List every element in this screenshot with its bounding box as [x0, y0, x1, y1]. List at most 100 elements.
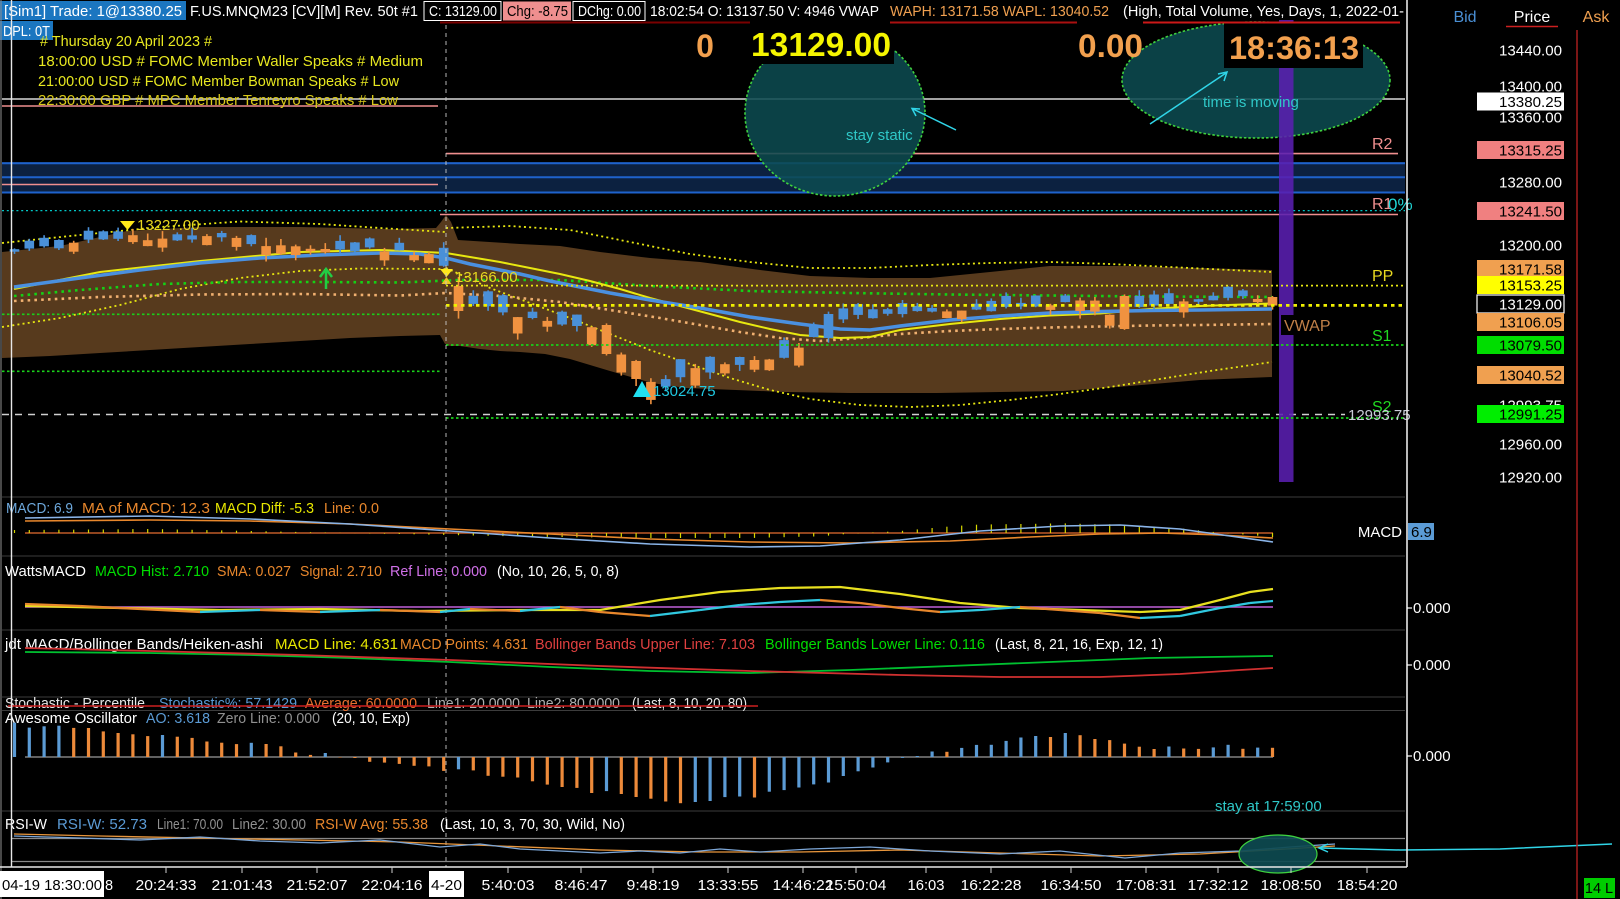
svg-text:(20, 10, Exp): (20, 10, Exp)	[332, 710, 410, 727]
svg-text:Awesome Oscillator: Awesome Oscillator	[5, 710, 137, 727]
svg-text:RSI-W Avg: 55.38: RSI-W Avg: 55.38	[315, 816, 428, 833]
svg-text:DChg: 0.00: DChg: 0.00	[578, 3, 641, 20]
svg-text:12960.00: 12960.00	[1499, 437, 1562, 454]
svg-text:Stochastic - Percentile: Stochastic - Percentile	[5, 695, 145, 712]
svg-text:14 L: 14 L	[1585, 881, 1613, 897]
svg-text:Bid: Bid	[1453, 9, 1476, 26]
svg-text:13024.75: 13024.75	[653, 383, 716, 400]
svg-text:13315.25: 13315.25	[1499, 143, 1562, 160]
svg-text:13129.00: 13129.00	[1499, 297, 1562, 314]
svg-text:18:36:13: 18:36:13	[1229, 30, 1359, 66]
svg-text:16:03: 16:03	[908, 878, 945, 894]
svg-text:13:33:55: 13:33:55	[698, 878, 759, 894]
svg-text:0.00: 0.00	[1078, 28, 1143, 64]
svg-text:13079.50: 13079.50	[1499, 338, 1562, 355]
svg-text:R2: R2	[1372, 136, 1393, 153]
svg-text:12993.75: 12993.75	[1348, 407, 1411, 424]
svg-text:8: 8	[105, 878, 113, 894]
svg-text:5:40:03: 5:40:03	[482, 878, 535, 894]
svg-text:13171.58: 13171.58	[1499, 262, 1562, 279]
svg-text:SMA: 0.027: SMA: 0.027	[217, 563, 291, 580]
svg-text:17:32:12: 17:32:12	[1188, 878, 1249, 894]
svg-text:22:04:16: 22:04:16	[362, 878, 423, 894]
svg-text:AO: 3.618: AO: 3.618	[146, 710, 210, 727]
svg-text:13400.00: 13400.00	[1499, 79, 1562, 96]
svg-text:MACD: MACD	[1358, 524, 1402, 541]
svg-text:13227.00: 13227.00	[137, 217, 200, 234]
svg-text:0.000: 0.000	[1413, 657, 1451, 674]
svg-text:MACD Hist: 2.710: MACD Hist: 2.710	[95, 563, 209, 580]
svg-text:# Thursday 20 April 2023 #: # Thursday 20 April 2023 #	[40, 33, 213, 50]
svg-text:17:08:31: 17:08:31	[1116, 878, 1177, 894]
svg-text:stay at 17:59:00: stay at 17:59:00	[1215, 798, 1322, 815]
svg-text:VWAP: VWAP	[1284, 318, 1331, 335]
svg-text:15:50:04: 15:50:04	[826, 878, 887, 894]
svg-text:RSI-W: 52.73: RSI-W: 52.73	[57, 816, 147, 833]
svg-text:R1: R1	[1372, 196, 1393, 213]
svg-text:Bollinger Bands Lower Line: 0.: Bollinger Bands Lower Line: 0.116	[765, 636, 985, 653]
svg-text:Line2: 30.00: Line2: 30.00	[232, 816, 306, 833]
svg-text:18:08:50: 18:08:50	[1261, 878, 1322, 894]
svg-text:time is moving: time is moving	[1203, 94, 1299, 111]
svg-text:RSI-W: RSI-W	[5, 816, 48, 833]
svg-text:18:00:00 USD # FOMC Member W: 18:00:00 USD # FOMC Member Waller Speaks…	[38, 53, 423, 70]
svg-text:(Last, 8, 10, 20, 80): (Last, 8, 10, 20, 80)	[632, 695, 747, 712]
svg-text:MACD Points: 4.631: MACD Points: 4.631	[400, 636, 528, 653]
svg-text:Zero Line: 0.000: Zero Line: 0.000	[217, 710, 320, 727]
svg-text:MACD Line: 4.631: MACD Line: 4.631	[275, 636, 398, 653]
svg-text:PP: PP	[1372, 268, 1393, 285]
svg-text:0.000: 0.000	[1413, 600, 1451, 617]
svg-text:13241.50: 13241.50	[1499, 204, 1562, 221]
svg-text:13440.00: 13440.00	[1499, 43, 1562, 60]
svg-text:18:54:20: 18:54:20	[1337, 878, 1398, 894]
svg-text:Line1: 20.0000: Line1: 20.0000	[427, 695, 520, 712]
svg-text:(High, Total Volume, Yes, Days: (High, Total Volume, Yes, Days, 1, 2022-…	[1123, 3, 1404, 20]
svg-text:18:02:54 O: 13137.50 V: 4946 V: 18:02:54 O: 13137.50 V: 4946 VWAP	[650, 3, 879, 20]
svg-text:13380.25: 13380.25	[1499, 94, 1562, 111]
svg-text:Line: 0.0: Line: 0.0	[324, 500, 379, 517]
svg-text:Average: 60.0000: Average: 60.0000	[305, 695, 417, 712]
svg-text:S2: S2	[1372, 399, 1392, 416]
svg-text:Ref Line: 0.000: Ref Line: 0.000	[390, 563, 487, 580]
svg-text:0%: 0%	[1388, 195, 1413, 214]
svg-text:13360.00: 13360.00	[1499, 110, 1562, 127]
svg-text:(Last, 10, 3, 70, 30, Wild, No: (Last, 10, 3, 70, 30, Wild, No)	[440, 816, 625, 833]
svg-text:13106.05: 13106.05	[1499, 315, 1562, 332]
svg-text:C: 13129.00: C: 13129.00	[429, 3, 497, 20]
svg-text:Price: Price	[1514, 9, 1551, 26]
svg-text:4-20: 4-20	[431, 878, 462, 894]
svg-text:Signal: 2.710: Signal: 2.710	[300, 563, 382, 580]
svg-text:21:01:43: 21:01:43	[212, 878, 273, 894]
svg-text:stay static: stay static	[846, 127, 913, 144]
svg-text:Chg: -8.75: Chg: -8.75	[507, 3, 568, 20]
svg-text:16:22:28: 16:22:28	[961, 878, 1022, 894]
svg-text:MACD: 6.9: MACD: 6.9	[6, 500, 73, 517]
svg-text:Stochastic%: 57.1429: Stochastic%: 57.1429	[159, 695, 297, 712]
svg-text:12920.00: 12920.00	[1499, 470, 1562, 487]
svg-text:13200.00: 13200.00	[1499, 238, 1562, 255]
svg-text:9:48:19: 9:48:19	[627, 878, 680, 894]
svg-text:0.000: 0.000	[1413, 748, 1451, 765]
svg-text:22:30:00 GBP # MPC Member Te: 22:30:00 GBP # MPC Member Tenreyro Speak…	[38, 92, 398, 109]
svg-text:8:46:47: 8:46:47	[555, 878, 608, 894]
svg-text:Line1: 70.00: Line1: 70.00	[157, 816, 223, 833]
svg-text:16:34:50: 16:34:50	[1041, 878, 1102, 894]
svg-text:21:00:00 USD # FOMC Member B: 21:00:00 USD # FOMC Member Bowman Speaks…	[38, 73, 399, 90]
svg-text:Ask: Ask	[1583, 9, 1611, 26]
svg-text:13280.00: 13280.00	[1499, 175, 1562, 192]
svg-text:6.9: 6.9	[1411, 524, 1432, 541]
svg-text:13040.52: 13040.52	[1499, 368, 1562, 385]
svg-text:21:52:07: 21:52:07	[287, 878, 348, 894]
svg-text:13153.25: 13153.25	[1499, 278, 1562, 295]
svg-text:MA of MACD: 12.3: MA of MACD: 12.3	[82, 500, 210, 517]
svg-text:04-19 18:30:00: 04-19 18:30:00	[2, 878, 102, 894]
svg-text:F.US.MNQM23 [CV][M] Rev. 50t: F.US.MNQM23 [CV][M] Rev. 50t #1	[190, 3, 418, 20]
svg-text:Line2: 80.0000: Line2: 80.0000	[527, 695, 620, 712]
svg-text:WattsMACD: WattsMACD	[5, 563, 86, 580]
svg-text:S1: S1	[1372, 328, 1392, 345]
svg-text:(Last, 8, 21, 16, Exp, 12, 1): (Last, 8, 21, 16, Exp, 12, 1)	[995, 636, 1163, 653]
svg-text:(No, 10, 26, 5, 0, 8): (No, 10, 26, 5, 0, 8)	[497, 563, 619, 580]
svg-text:14:46:22: 14:46:22	[773, 878, 834, 894]
svg-text:[Sim1] Trade: 1@13380.25: [Sim1] Trade: 1@13380.25	[4, 3, 182, 20]
svg-text:13129.00: 13129.00	[751, 26, 891, 63]
